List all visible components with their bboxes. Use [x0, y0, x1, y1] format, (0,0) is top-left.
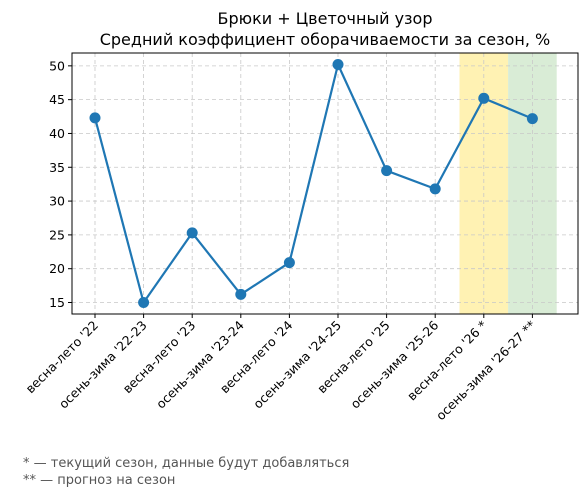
y-tick-label: 45 [49, 92, 65, 107]
data-point [429, 183, 441, 195]
data-point [235, 288, 247, 300]
y-axis-ticks: 15 20 25 30 35 40 45 50 [49, 58, 72, 310]
highlight-band-1 [459, 53, 509, 314]
data-point [283, 257, 295, 269]
footnote-current-season: * — текущий сезон, данные будут добавлят… [23, 456, 350, 471]
y-tick-label: 40 [49, 126, 65, 141]
y-tick-label: 15 [49, 295, 65, 310]
series-line-layer [93, 63, 533, 304]
y-tick-label: 35 [49, 160, 65, 175]
y-tick-label: 30 [49, 194, 65, 209]
data-point [478, 92, 490, 104]
x-tick-label: осень-зима '26-27 ** [433, 318, 539, 424]
data-point [381, 165, 393, 177]
line-chart: 15 20 25 30 35 40 45 50 весна-лето '22осень-зим… [22, 9, 579, 424]
chart-title: Брюки + Цветочный узор [218, 9, 433, 28]
highlight-bands [459, 53, 557, 314]
x-tick-label: осень-зима '25-26 [347, 317, 441, 411]
highlight-band-2 [508, 53, 557, 314]
data-point [89, 112, 101, 124]
data-point [138, 297, 150, 309]
y-tick-label: 25 [49, 227, 65, 242]
x-tick-label: осень-зима '24-25 [250, 318, 344, 412]
data-point [332, 58, 344, 70]
chart-subtitle: Средний коэффициент оборачиваемости за с… [100, 30, 551, 49]
series-line [93, 63, 533, 304]
data-point [186, 227, 198, 239]
y-tick-label: 50 [49, 58, 65, 73]
footnote-forecast: ** — прогноз на сезон [23, 473, 176, 488]
data-point [526, 113, 538, 125]
x-tick-label: осень-зима '23-24 [153, 317, 247, 411]
data-points [89, 58, 538, 309]
x-tick-label: осень-зима '22-23 [56, 318, 150, 412]
y-tick-label: 20 [49, 261, 65, 276]
plot-frame [71, 52, 579, 315]
